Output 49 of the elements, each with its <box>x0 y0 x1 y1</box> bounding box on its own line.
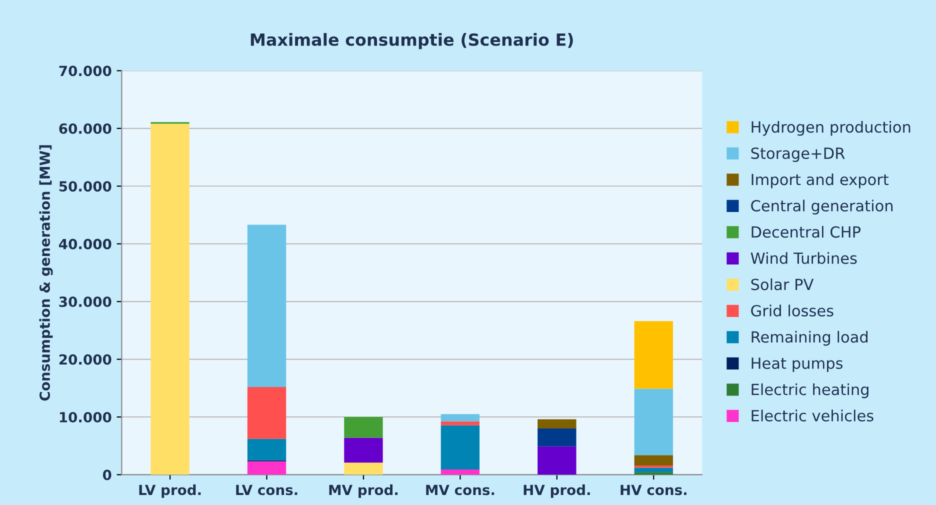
bar <box>247 438 286 460</box>
bar <box>440 414 480 422</box>
bar <box>344 462 383 475</box>
y-tick-label: 0 <box>102 470 112 480</box>
legend-label: Central generation <box>751 200 893 214</box>
legend-label: Grid losses <box>751 304 834 316</box>
y-tick-label: 60.000 <box>59 123 112 134</box>
y-tick-label: 20.000 <box>59 354 112 365</box>
chart-title: Maximale consumptie (Scenario E) <box>250 33 573 50</box>
bar <box>634 468 673 472</box>
legend-label: Electric heating <box>752 383 868 398</box>
legend-label: Import and export <box>752 173 889 188</box>
legend-label: Storage+DR <box>751 147 845 162</box>
bar <box>538 446 576 475</box>
legend-label: Heat pumps <box>752 358 843 372</box>
x-tick-label: MV cons. <box>426 484 494 496</box>
bar <box>538 419 576 429</box>
x-tick-label: MV prod. <box>329 484 398 498</box>
y-tick-label: 40.000 <box>58 238 112 250</box>
bar <box>440 470 480 475</box>
x-tick-label: LV cons. <box>236 484 298 496</box>
y-tick-label: 30.000 <box>59 296 112 308</box>
bar <box>247 386 286 439</box>
x-tick-label: LV prod. <box>139 484 201 498</box>
legend-label: Hydrogen production <box>752 120 910 136</box>
bar <box>440 425 480 470</box>
bar <box>344 416 383 438</box>
bar <box>247 224 286 387</box>
x-tick-label: HV cons. <box>620 484 686 496</box>
bar <box>538 428 576 446</box>
y-tick-label: 10.000 <box>60 412 112 422</box>
x-tick-label: HV prod. <box>524 484 590 498</box>
bar <box>634 455 673 466</box>
bar <box>440 421 480 426</box>
bar <box>634 321 673 389</box>
y-axis-title: Consumption & generation [MW] <box>39 145 53 401</box>
bar <box>150 124 190 475</box>
y-tick-label: 70.000 <box>59 66 112 76</box>
legend-label: Wind Turbines <box>750 252 857 264</box>
legend-label: Solar PV <box>751 278 814 290</box>
bar <box>634 472 673 475</box>
bar <box>344 438 383 463</box>
bar <box>247 461 286 475</box>
legend-label: Remaining load <box>752 330 868 346</box>
legend-label: Decentral CHP <box>752 226 860 238</box>
bar <box>634 388 673 456</box>
y-tick-label: 50.000 <box>59 181 112 192</box>
bar <box>634 465 673 468</box>
legend-label: Electric vehicles <box>752 410 874 422</box>
